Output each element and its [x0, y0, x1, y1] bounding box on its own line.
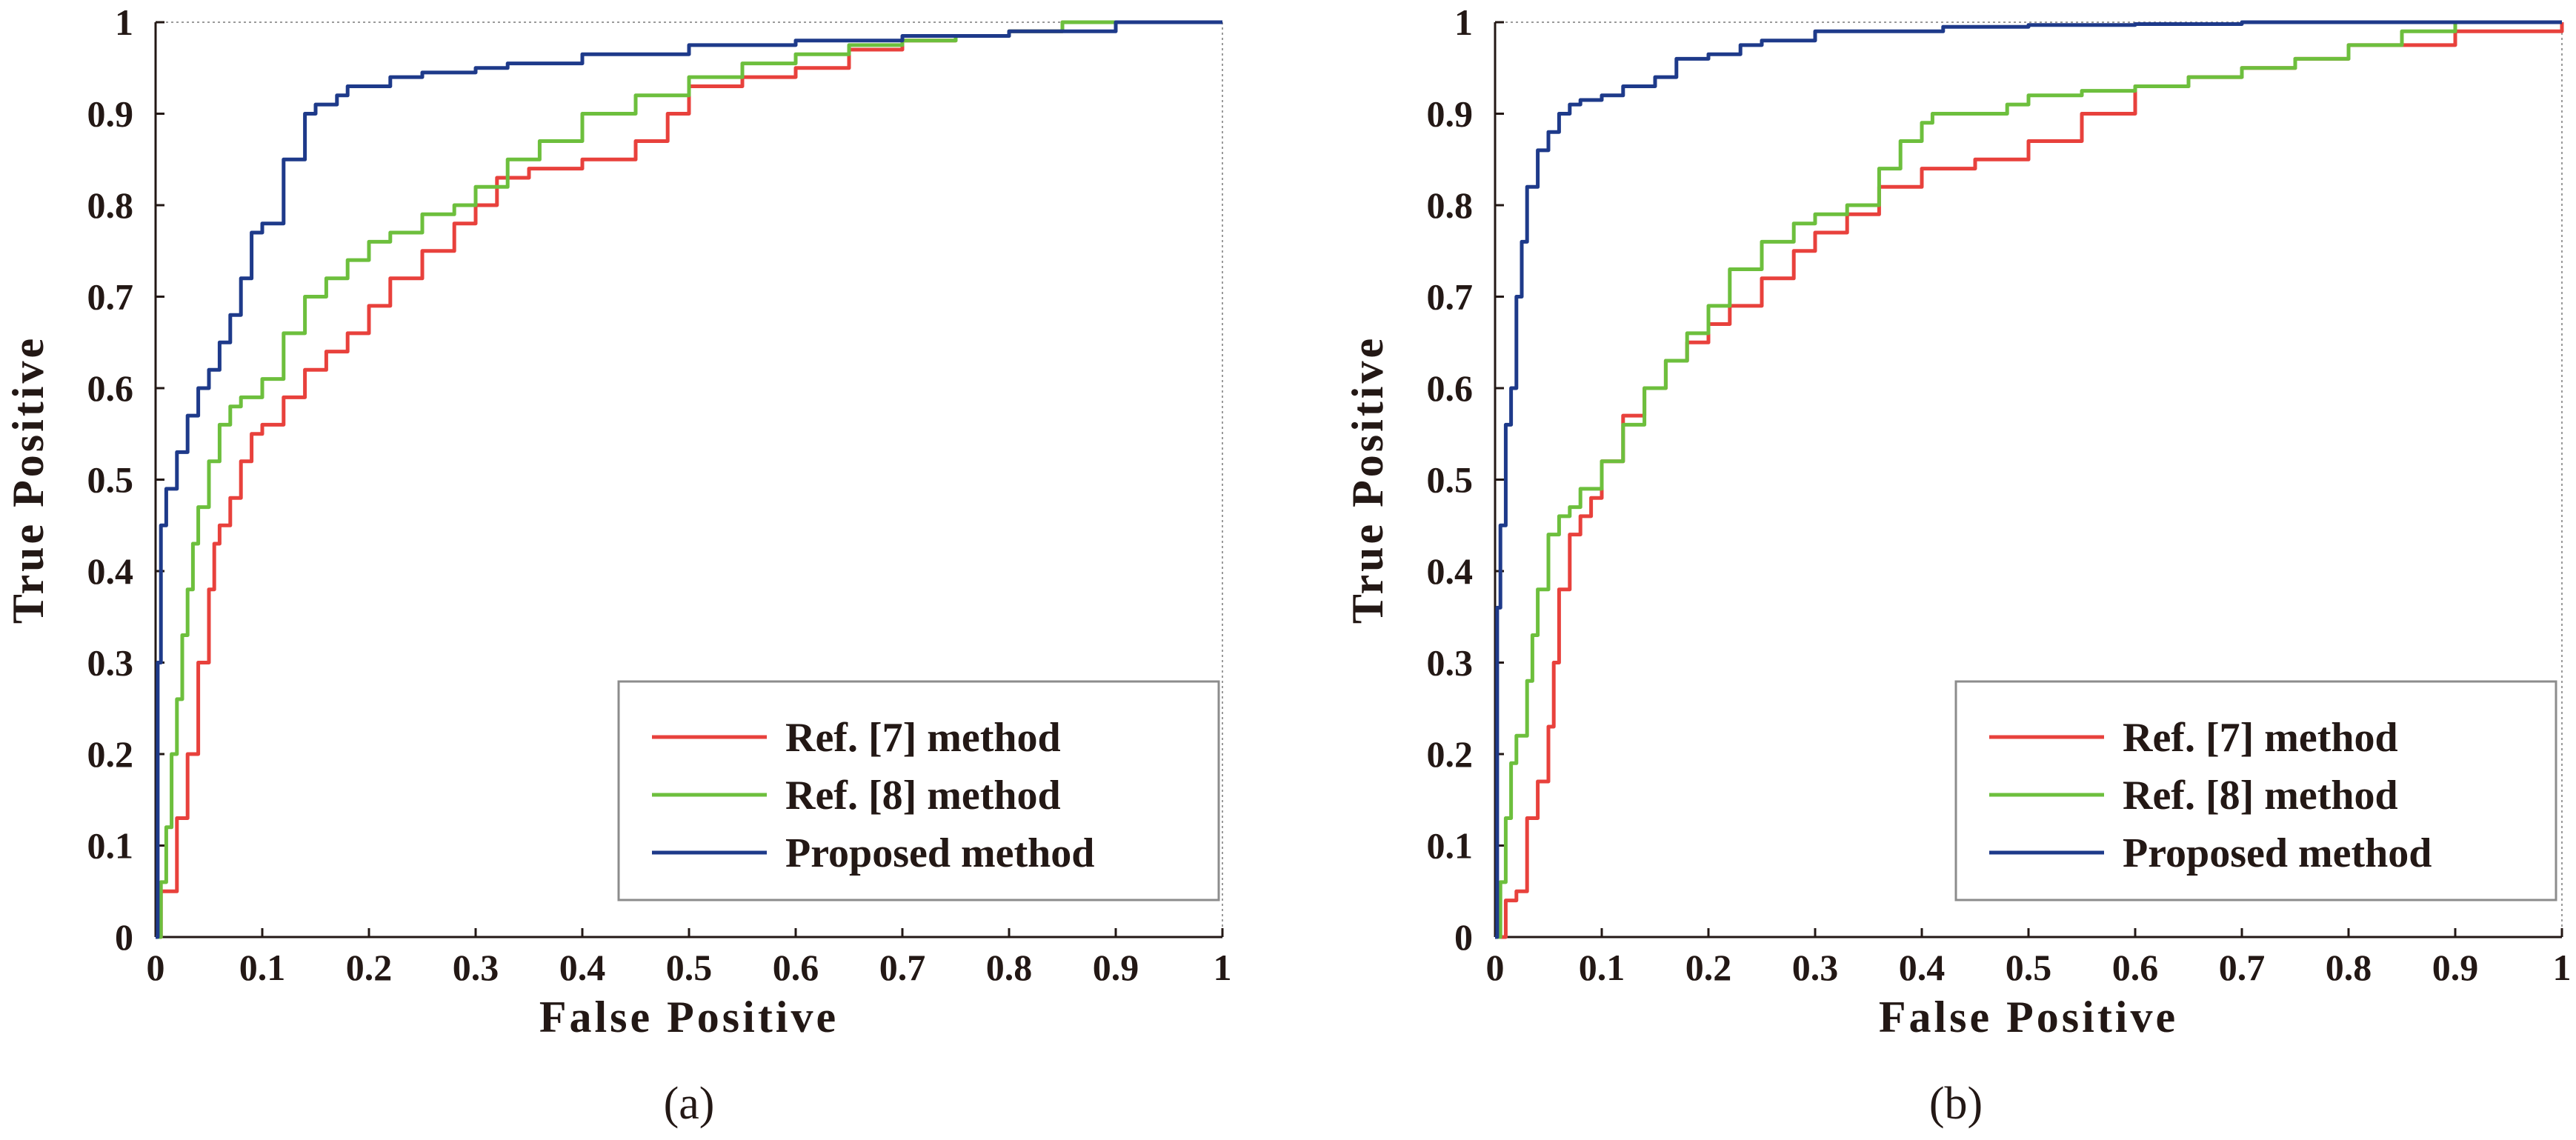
y-tick-label: 0 — [115, 916, 133, 958]
y-axis-label: True Positive — [1343, 336, 1392, 624]
y-tick-label: 0.4 — [1427, 550, 1474, 592]
y-tick-label: 0 — [1454, 916, 1473, 958]
x-axis-label: False Positive — [1879, 993, 2178, 1041]
x-tick-label: 0.4 — [1899, 947, 1946, 988]
x-tick-label: 0 — [147, 947, 165, 988]
x-axis-label: False Positive — [539, 993, 839, 1041]
y-tick-label: 0.1 — [87, 825, 134, 867]
legend-label: Proposed method — [2123, 830, 2432, 876]
x-tick-label: 0.8 — [986, 947, 1033, 988]
x-tick-label: 0.3 — [1792, 947, 1839, 988]
panel-caption: (b) — [1929, 1079, 1983, 1129]
y-tick-label: 0.8 — [1427, 184, 1474, 226]
y-tick-label: 0.3 — [1427, 642, 1474, 684]
x-tick-label: 0.7 — [879, 947, 926, 988]
series-line-ref-8-method — [1495, 20, 2562, 939]
x-tick-label: 0.2 — [1685, 947, 1732, 988]
x-tick-label: 0.1 — [1579, 947, 1625, 988]
y-tick-label: 1 — [1454, 1, 1473, 43]
series-line-ref-8-method — [156, 20, 1222, 939]
y-tick-label: 0.9 — [87, 93, 134, 135]
legend-label: Ref. [8] method — [785, 773, 1061, 819]
series-line-proposed-method — [156, 20, 1222, 939]
y-tick-label: 0.3 — [87, 642, 134, 684]
x-tick-label: 0.9 — [1093, 947, 1139, 988]
x-tick-label: 0.6 — [773, 947, 819, 988]
y-tick-label: 0.6 — [87, 367, 134, 409]
y-tick-label: 0.1 — [1427, 825, 1474, 867]
y-tick-label: 0.6 — [1427, 367, 1474, 409]
x-tick-label: 0.2 — [346, 947, 393, 988]
y-tick-label: 1 — [115, 1, 133, 43]
x-tick-label: 0.7 — [2219, 947, 2266, 988]
x-tick-label: 0.4 — [559, 947, 606, 988]
legend-label: Ref. [7] method — [785, 715, 1061, 761]
y-tick-label: 0.5 — [1427, 459, 1474, 501]
y-tick-label: 0.9 — [1427, 93, 1474, 135]
x-tick-label: 0.3 — [453, 947, 499, 988]
series-line-ref-7-method — [156, 20, 1222, 939]
x-tick-label: 0.1 — [239, 947, 286, 988]
y-tick-label: 0.2 — [1427, 733, 1474, 775]
legend-label: Ref. [7] method — [2123, 715, 2398, 761]
y-tick-label: 0.8 — [87, 184, 134, 226]
x-tick-label: 0.5 — [666, 947, 713, 988]
chart-panel-0: 0 0.1 0.2 0.3 0.4 0.5 0.6 0.7 0.8 0.9 1 0 0.1 0.2 0.3 0… — [4, 1, 1232, 1129]
y-axis-label: True Positive — [4, 336, 53, 624]
y-tick-label: 0.7 — [1427, 276, 1474, 318]
x-tick-label: 0.8 — [2326, 947, 2372, 988]
x-tick-label: 1 — [1214, 947, 1232, 988]
series-line-proposed-method — [1495, 20, 2562, 939]
x-tick-label: 0.9 — [2432, 947, 2479, 988]
panel-caption: (a) — [664, 1079, 715, 1129]
x-tick-label: 0.6 — [2112, 947, 2159, 988]
chart-panel-1: 0 0.1 0.2 0.3 0.4 0.5 0.6 0.7 0.8 0.9 1 0 0.1 0.2 0.3 0… — [1343, 1, 2572, 1129]
y-tick-label: 0.4 — [87, 550, 134, 592]
x-tick-label: 1 — [2553, 947, 2572, 988]
y-tick-label: 0.2 — [87, 733, 134, 775]
y-tick-label: 0.5 — [87, 459, 134, 501]
legend-label: Ref. [8] method — [2123, 773, 2398, 819]
x-tick-label: 0 — [1486, 947, 1505, 988]
legend-box — [617, 680, 1220, 901]
x-tick-label: 0.5 — [2006, 947, 2052, 988]
y-tick-label: 0.7 — [87, 276, 134, 318]
legend-box — [1954, 680, 2557, 901]
legend-label: Proposed method — [785, 830, 1094, 876]
